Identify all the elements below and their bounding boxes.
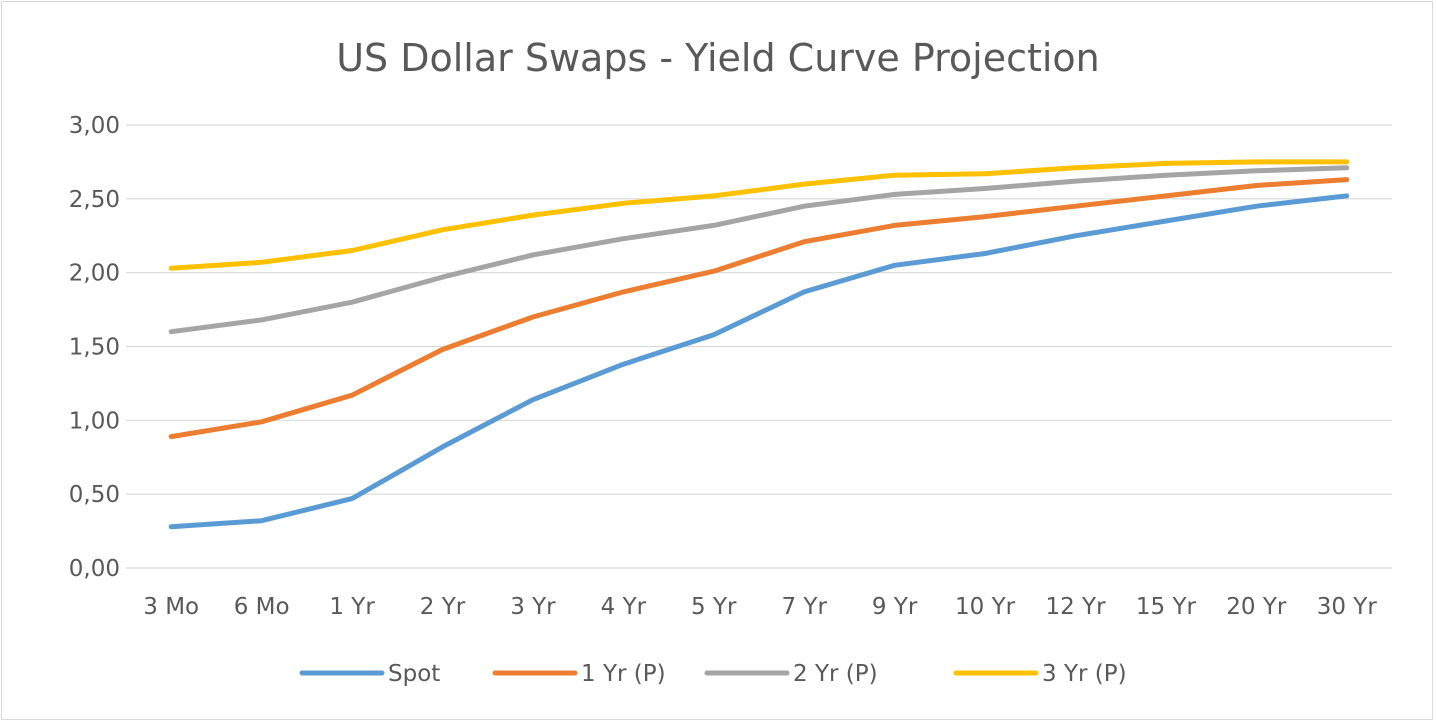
legend-label-0: Spot <box>388 661 440 687</box>
legend-label-2: 2 Yr (P) <box>793 661 878 687</box>
x-tick-label: 12 Yr <box>1045 594 1106 620</box>
x-tick-label: 7 Yr <box>781 594 827 620</box>
legend: Spot 1 Yr (P) 2 Yr (P) 3 Yr (P) <box>299 661 1127 687</box>
x-tick-label: 3 Mo <box>143 594 199 620</box>
x-tick-label: 3 Yr <box>510 594 556 620</box>
y-tick-label: 1,00 <box>69 408 120 434</box>
series-line-0 <box>168 193 1350 530</box>
x-tick-label: 5 Yr <box>691 594 737 620</box>
legend-label-3: 3 Yr (P) <box>1042 661 1127 687</box>
series-lines <box>168 159 1350 530</box>
legend-label-1: 1 Yr (P) <box>581 661 666 687</box>
series-line-2 <box>168 165 1350 335</box>
x-tick-label: 30 Yr <box>1317 594 1378 620</box>
y-tick-label: 1,50 <box>69 335 120 361</box>
y-tick-label: 0,50 <box>69 482 120 508</box>
x-tick-label: 15 Yr <box>1136 594 1197 620</box>
y-axis-ticks: 0,00 0,50 1,00 1,50 2,00 2,50 3,00 <box>69 113 120 582</box>
series-line-1 <box>168 177 1350 440</box>
y-tick-label: 2,50 <box>69 187 120 213</box>
chart-title: US Dollar Swaps - Yield Curve Projection <box>336 36 1100 80</box>
x-tick-label: 1 Yr <box>329 594 375 620</box>
y-tick-label: 0,00 <box>69 556 120 582</box>
x-tick-label: 6 Mo <box>234 594 290 620</box>
x-tick-label: 2 Yr <box>420 594 466 620</box>
x-tick-label: 4 Yr <box>601 594 647 620</box>
y-tick-label: 3,00 <box>69 113 120 139</box>
x-axis-ticks: 3 Mo 6 Mo 1 Yr 2 Yr 3 Yr 4 Yr 5 Yr 7 Yr 9 Yr 10 Y… <box>143 594 1377 620</box>
x-tick-label: 20 Yr <box>1226 594 1287 620</box>
grid-lines <box>126 124 1392 569</box>
x-tick-label: 10 Yr <box>955 594 1016 620</box>
series-line-3 <box>168 159 1350 271</box>
x-tick-label: 9 Yr <box>872 594 918 620</box>
y-tick-label: 2,00 <box>69 261 120 287</box>
